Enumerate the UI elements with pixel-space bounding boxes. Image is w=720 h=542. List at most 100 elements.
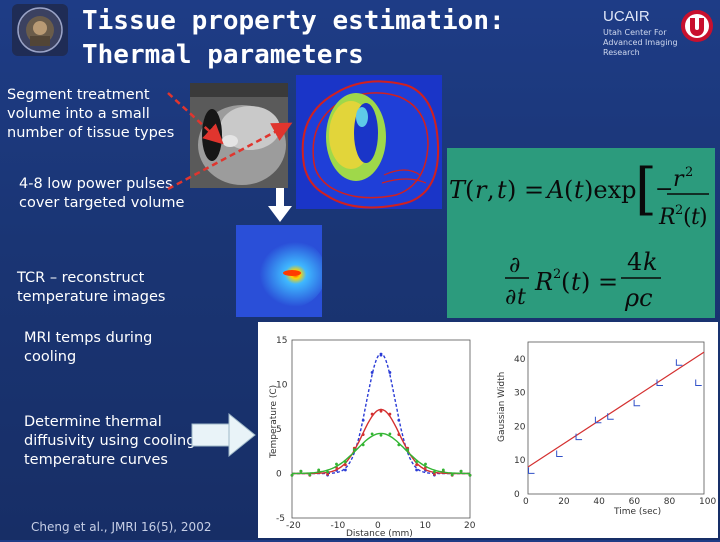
- svg-text:2: 2: [675, 203, 683, 218]
- svg-text:2: 2: [553, 267, 561, 282]
- svg-text:) =: ) =: [581, 268, 618, 296]
- left-series-point-2: [379, 433, 383, 437]
- cooling-plots-panel: -20 -10 0 10 20 -5 0 5 10 15 Distance (mm) Temperat…: [258, 322, 718, 539]
- left-series-point-2: [388, 432, 392, 436]
- slide-title: Tissue property estimation: Thermal para…: [82, 4, 522, 72]
- left-series-point-2: [344, 460, 347, 464]
- svg-text:(: (: [465, 176, 474, 204]
- right-x-tick-label: 60: [629, 497, 641, 507]
- left-series-point-2: [424, 462, 427, 466]
- svg-text:t: t: [517, 285, 526, 310]
- left-y-tick-label: 15: [276, 336, 287, 346]
- svg-text:T: T: [449, 176, 467, 204]
- left-series-point-0: [344, 468, 347, 472]
- bullet-mri-temps: MRI temps during cooling: [24, 330, 153, 365]
- svg-text:r: r: [475, 176, 488, 204]
- svg-text:∂: ∂: [509, 253, 520, 278]
- left-series-point-0: [388, 371, 392, 374]
- left-series-point-0: [361, 418, 365, 422]
- left-series-point-0: [397, 418, 401, 422]
- left-y-axis-label: Temperature (C): [269, 385, 279, 459]
- left-series-point-2: [317, 468, 321, 472]
- left-series-point-2: [406, 448, 410, 452]
- left-series-point-2: [361, 443, 365, 447]
- right-data-marker: [695, 379, 702, 387]
- svg-text:∂: ∂: [505, 285, 516, 310]
- org-subtitle: Utah Center For Advanced Imaging Researc…: [603, 28, 678, 57]
- title-line-1: Tissue property estimation:: [82, 6, 505, 36]
- svg-text:(: (: [683, 205, 692, 230]
- right-arrow-icon: [191, 412, 256, 458]
- left-series-point-2: [415, 460, 418, 464]
- svg-text:ρc: ρc: [624, 284, 653, 312]
- bullet-diffusivity: Determine thermal diffusivity using cool…: [24, 414, 196, 468]
- left-series-point-2: [370, 432, 374, 436]
- bullet-segment: Segment treatment volume into a small nu…: [7, 87, 175, 141]
- left-y-tick-label: 10: [276, 381, 288, 391]
- svg-text:−: −: [655, 177, 673, 202]
- down-arrow-icon: [268, 188, 292, 222]
- svg-text:A: A: [545, 176, 564, 204]
- svg-text:R: R: [658, 205, 676, 230]
- right-x-tick-label: 40: [593, 497, 605, 507]
- left-x-tick-label: -10: [331, 521, 346, 531]
- left-series-line-0: [292, 352, 470, 475]
- left-series-point-1: [433, 472, 436, 476]
- right-data-marker: [675, 359, 683, 366]
- right-x-tick-label: 100: [699, 497, 716, 507]
- left-series-line-2: [291, 432, 471, 475]
- left-series-point-1: [326, 472, 329, 476]
- svg-text:(: (: [561, 268, 570, 296]
- svg-text:): ): [699, 205, 708, 230]
- left-x-tick-label: 0: [375, 521, 381, 531]
- left-y-tick-label: -5: [276, 514, 285, 524]
- left-series-point-2: [326, 470, 329, 474]
- right-data-marker: [607, 413, 614, 420]
- svg-text:,: ,: [487, 176, 495, 204]
- left-series-point-2: [352, 448, 356, 452]
- left-y-tick-label: 0: [276, 470, 282, 480]
- bullet-tcr: TCR – reconstruct temperature images: [17, 270, 166, 305]
- right-y-tick-label: 0: [514, 490, 520, 500]
- left-x-tick-label: -20: [286, 521, 301, 531]
- svg-text:4: 4: [627, 248, 642, 276]
- left-y-tick-label: 5: [276, 425, 282, 435]
- left-series-point-2: [459, 469, 463, 473]
- left-x-axis-label: Distance (mm): [346, 529, 413, 538]
- university-seal-logo: [12, 4, 68, 56]
- svg-text:t: t: [497, 176, 507, 204]
- right-x-tick-label: 20: [558, 497, 570, 507]
- svg-text:R: R: [534, 268, 553, 296]
- right-y-axis-label: Gaussian Width: [497, 372, 507, 442]
- left-series-point-2: [450, 473, 454, 477]
- right-data-marker: [528, 467, 535, 474]
- left-series-point-1: [344, 463, 347, 467]
- left-plot-frame: [291, 339, 471, 519]
- university-block-u-logo: [681, 10, 713, 42]
- right-y-tick-label: 30: [514, 389, 526, 399]
- left-series-point-0: [370, 371, 374, 374]
- left-x-tick-label: 20: [464, 521, 476, 531]
- svg-text:2: 2: [685, 165, 693, 180]
- left-x-tick-label: 10: [420, 521, 432, 531]
- right-data-marker: [575, 433, 583, 441]
- left-series-point-2: [290, 473, 294, 477]
- svg-text:t: t: [571, 268, 581, 296]
- formula-panel: T ( r , t ) = A ( t )exp [ − r 2 R 2 ( t…: [447, 148, 715, 318]
- temperature-map-image: [236, 225, 322, 317]
- svg-text:) =: ) =: [507, 176, 544, 204]
- left-series-point-2: [299, 469, 303, 473]
- right-y-tick-label: 40: [514, 355, 526, 365]
- left-series-point-1: [388, 412, 392, 416]
- right-x-tick-label: 0: [523, 497, 529, 507]
- right-x-tick-label: 80: [664, 497, 676, 507]
- right-y-tick-label: 10: [514, 456, 526, 466]
- right-data-marker: [556, 450, 563, 457]
- svg-text:t: t: [574, 176, 584, 204]
- svg-text:[: [: [635, 157, 657, 222]
- left-series-point-1: [370, 412, 374, 416]
- right-x-axis-label: Time (sec): [613, 507, 661, 517]
- dashed-red-arrows: [167, 92, 293, 191]
- left-series-point-2: [468, 473, 472, 477]
- title-line-2: Thermal parameters: [82, 40, 364, 70]
